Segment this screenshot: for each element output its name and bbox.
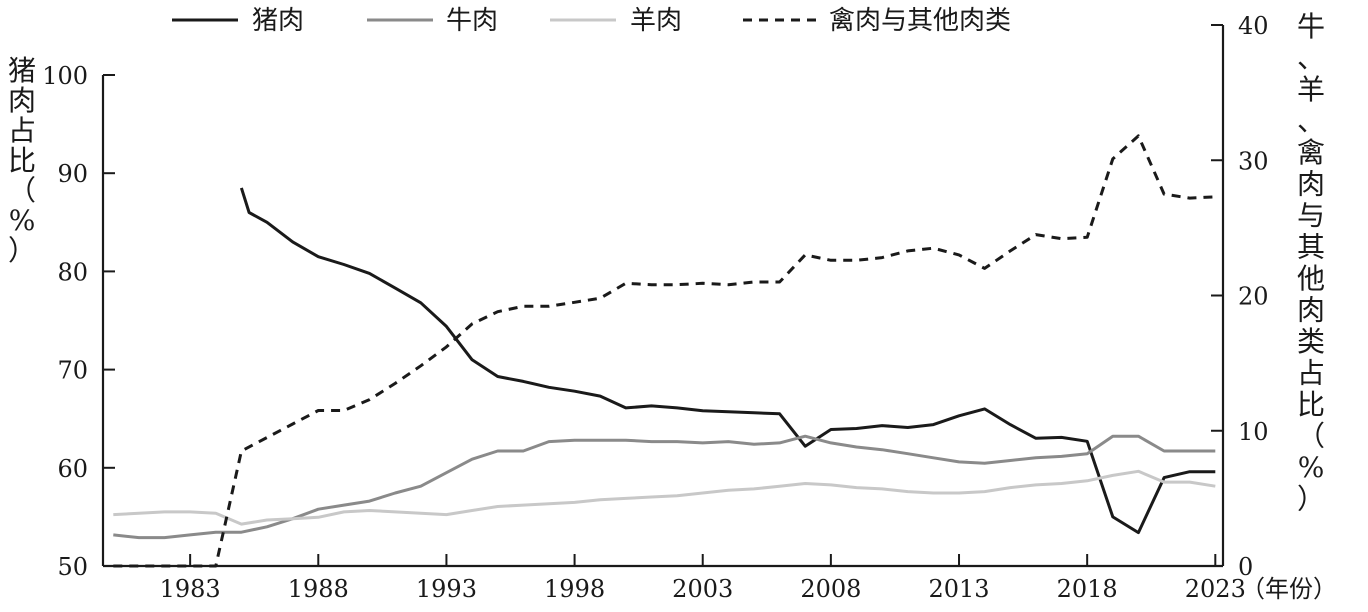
x-axis-tick-label: 1998: [544, 575, 605, 603]
left-axis-tick-label: 70: [57, 357, 88, 385]
x-axis-tick-label: 2023: [1185, 575, 1246, 603]
x-axis-tick-label: 1988: [288, 575, 349, 603]
right-axis-tick-label: 0: [1238, 553, 1253, 581]
axes: 50 60 70 80 90 100 0 10 20 30 40 1983 1988 1993 1998 20…: [8, 10, 1337, 603]
left-axis-title: 猪肉占比（%）: [8, 54, 36, 267]
x-axis-unit-label: （年份）: [1241, 575, 1337, 603]
right-axis-tick-label: 10: [1238, 418, 1269, 446]
x-axis-tick-label: 1993: [416, 575, 477, 603]
right-axis-tick-label: 40: [1238, 12, 1269, 40]
series-line-0: [239, 187, 1216, 535]
legend-label-2: 羊肉: [630, 6, 682, 36]
right-axis-tick-label: 30: [1238, 147, 1269, 175]
legend: 猪肉 牛肉 羊肉 禽肉与其他肉类: [172, 6, 1011, 36]
left-axis-tick-label: 90: [57, 160, 88, 188]
legend-label-3: 禽肉与其他肉类: [829, 6, 1011, 36]
left-axis-tick-label: 50: [57, 553, 88, 581]
x-axis-tick-label: 2008: [800, 575, 861, 603]
left-axis-tick-label: 80: [57, 258, 88, 286]
series-line-3: [113, 134, 1216, 568]
x-axis-tick-label: 2003: [672, 575, 733, 603]
x-axis-tick-label: 2013: [928, 575, 989, 603]
series-line-2: [113, 469, 1216, 526]
series-line-1: [113, 434, 1216, 540]
legend-label-1: 牛肉: [446, 6, 498, 36]
left-axis-tick-label: 100: [42, 62, 88, 90]
x-axis-tick-label: 1983: [160, 575, 221, 603]
x-axis-tick-label: 2018: [1057, 575, 1118, 603]
right-axis-title: 牛、羊、禽肉与其他肉类占比（%）: [1297, 10, 1325, 516]
series-layer: [113, 134, 1216, 568]
legend-label-0: 猪肉: [252, 6, 304, 36]
right-axis-tick-label: 20: [1238, 283, 1269, 311]
left-axis-tick-label: 60: [57, 455, 88, 483]
